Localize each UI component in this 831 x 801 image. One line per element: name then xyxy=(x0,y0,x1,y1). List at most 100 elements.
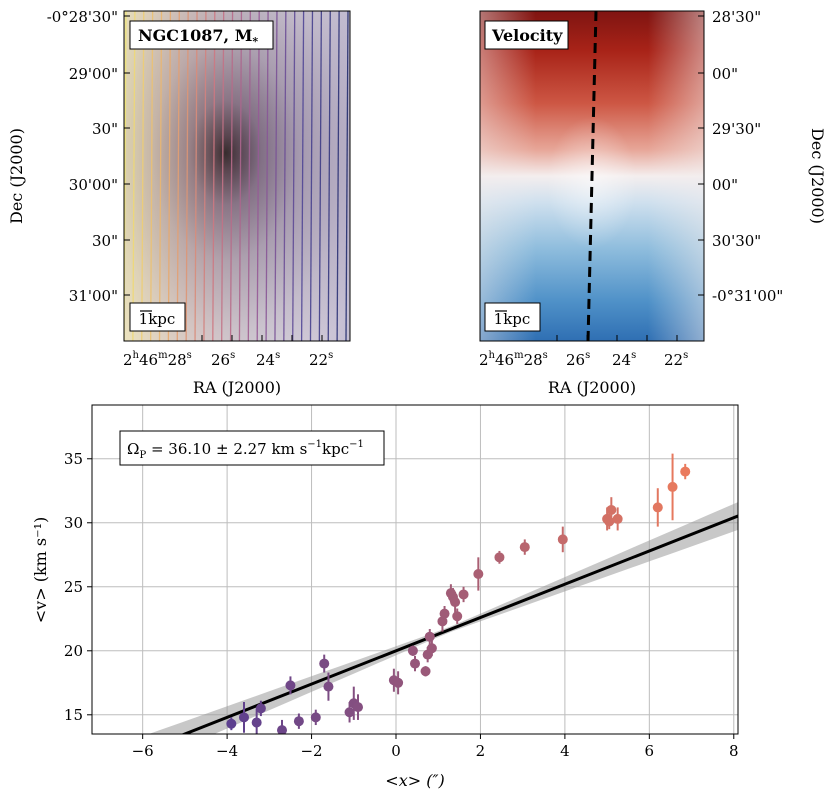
galaxy-tint xyxy=(124,11,350,341)
slit-line xyxy=(247,11,251,341)
mass-map-title-box: NGC1087, M* xyxy=(129,20,274,50)
slit-line xyxy=(158,11,163,341)
slit-line xyxy=(327,11,331,341)
mass-map-frame xyxy=(123,10,351,342)
pattern-speed-label: ΩP = 36.10 ± 2.27 km s−1kpc−1 xyxy=(127,439,364,461)
data-point xyxy=(450,591,461,613)
mass-map-x-axis: 2h46m28s 26s 24s 22s RA (J2000) xyxy=(123,335,333,397)
point-marker xyxy=(420,666,431,677)
velocity-ytick: -0°31'00" xyxy=(712,287,783,305)
velocity-x-axis: 2h46m28s 26s 24s 22s RA (J2000) xyxy=(479,335,688,397)
mass-map-xtick: 2h46m28s xyxy=(123,350,192,369)
point-marker xyxy=(310,712,321,723)
slit-line xyxy=(265,11,269,341)
slit-line xyxy=(283,11,287,341)
x-tick-label: −4 xyxy=(216,742,238,760)
velocity-title-box: Velocity xyxy=(484,20,569,50)
point-marker xyxy=(680,466,691,477)
point-marker xyxy=(293,716,304,727)
slit-line xyxy=(194,11,198,341)
velocity-ytick: 28'30" xyxy=(712,8,761,26)
scatter-xlabel: <x> (″) xyxy=(385,771,444,790)
scatter-ylabel: <v> (km s⁻¹) xyxy=(31,517,50,623)
fit-line xyxy=(180,514,738,734)
point-marker xyxy=(407,645,418,656)
slit-line xyxy=(132,11,136,341)
mass-map-ytick: 30'00" xyxy=(69,176,118,194)
point-marker xyxy=(473,568,484,579)
point-marker xyxy=(450,597,461,608)
slit-line xyxy=(238,11,243,341)
x-tick-label: 0 xyxy=(391,742,401,760)
point-marker xyxy=(452,611,463,622)
velocity-map-panel: Velocity 1kpc 28'30" 00" 29'30" 00" 30'3… xyxy=(479,8,827,397)
slit-line xyxy=(203,11,207,341)
mass-map-ytick: -0°28'30" xyxy=(47,8,118,26)
point-marker xyxy=(239,712,249,723)
data-point xyxy=(606,497,617,523)
mass-map-ytick: 31'00" xyxy=(69,287,118,305)
scatter-panel: −6 −4 −2 0 2 4 6 8 15 20 25 30 35 ΩP = 36.10 ± 2.27… xyxy=(31,404,739,790)
data-point xyxy=(323,672,334,701)
point-marker xyxy=(606,504,617,515)
point-marker xyxy=(277,725,287,734)
mass-map-xtick: 24s xyxy=(256,350,280,369)
data-point xyxy=(667,453,678,521)
data-point xyxy=(452,608,463,624)
point-marker xyxy=(410,658,420,669)
data-point xyxy=(407,645,418,656)
data-point xyxy=(680,463,691,480)
slit-line xyxy=(336,11,340,341)
point-marker xyxy=(323,681,334,692)
data-point xyxy=(420,666,431,677)
slit-line xyxy=(274,11,278,341)
slit-line xyxy=(221,11,225,341)
mass-map-panel: NGC1087, M* 1kpc -0°28'30" 29'00" 30" 30… xyxy=(7,8,351,397)
slit-line xyxy=(185,11,189,341)
data-point xyxy=(319,654,330,673)
data-point xyxy=(410,655,420,672)
y-tick-label: 25 xyxy=(64,578,83,596)
data-point xyxy=(612,507,623,531)
point-marker xyxy=(353,702,363,713)
velocity-ytick: 30'30" xyxy=(712,232,761,250)
y-tick-label: 35 xyxy=(64,450,83,468)
velocity-ylabel: Dec (J2000) xyxy=(808,128,827,224)
point-marker xyxy=(424,631,435,642)
velocity-xtick: 26s xyxy=(566,350,590,369)
slit-line xyxy=(141,11,145,341)
velocity-scale-bar: 1kpc xyxy=(484,302,541,332)
velocity-y-axis: 28'30" 00" 29'30" 00" 30'30" -0°31'00" D… xyxy=(698,8,827,305)
scatter-points xyxy=(226,453,691,734)
slit-line xyxy=(149,11,154,341)
mass-map-ylabel: Dec (J2000) xyxy=(7,128,26,224)
x-tick-label: −6 xyxy=(132,742,154,760)
data-point xyxy=(393,671,404,695)
point-marker xyxy=(652,502,663,513)
mass-map-scale-label: 1kpc xyxy=(139,310,176,328)
slit-line xyxy=(300,11,305,341)
velocity-scale-label: 1kpc xyxy=(494,310,531,328)
velocity-xtick: 2h46m28s xyxy=(479,350,548,369)
slit-line xyxy=(292,11,296,341)
point-marker xyxy=(285,680,296,691)
x-tick-label: −2 xyxy=(300,742,322,760)
x-tick-label: 2 xyxy=(476,742,486,760)
point-marker xyxy=(557,534,568,545)
data-point xyxy=(439,605,450,622)
velocity-map-frame xyxy=(479,10,705,342)
velocity-xtick: 22s xyxy=(664,350,688,369)
data-point xyxy=(519,539,530,555)
scatter-frame xyxy=(91,404,739,735)
x-tick-label: 8 xyxy=(729,742,739,760)
data-point xyxy=(285,676,296,695)
data-point xyxy=(494,550,505,564)
data-point xyxy=(426,640,437,656)
x-tick-label: 6 xyxy=(645,742,655,760)
point-marker xyxy=(439,608,450,619)
data-point xyxy=(424,629,435,645)
mass-map-ytick: 30" xyxy=(92,120,118,138)
point-marker xyxy=(519,542,530,553)
data-point xyxy=(310,709,321,726)
